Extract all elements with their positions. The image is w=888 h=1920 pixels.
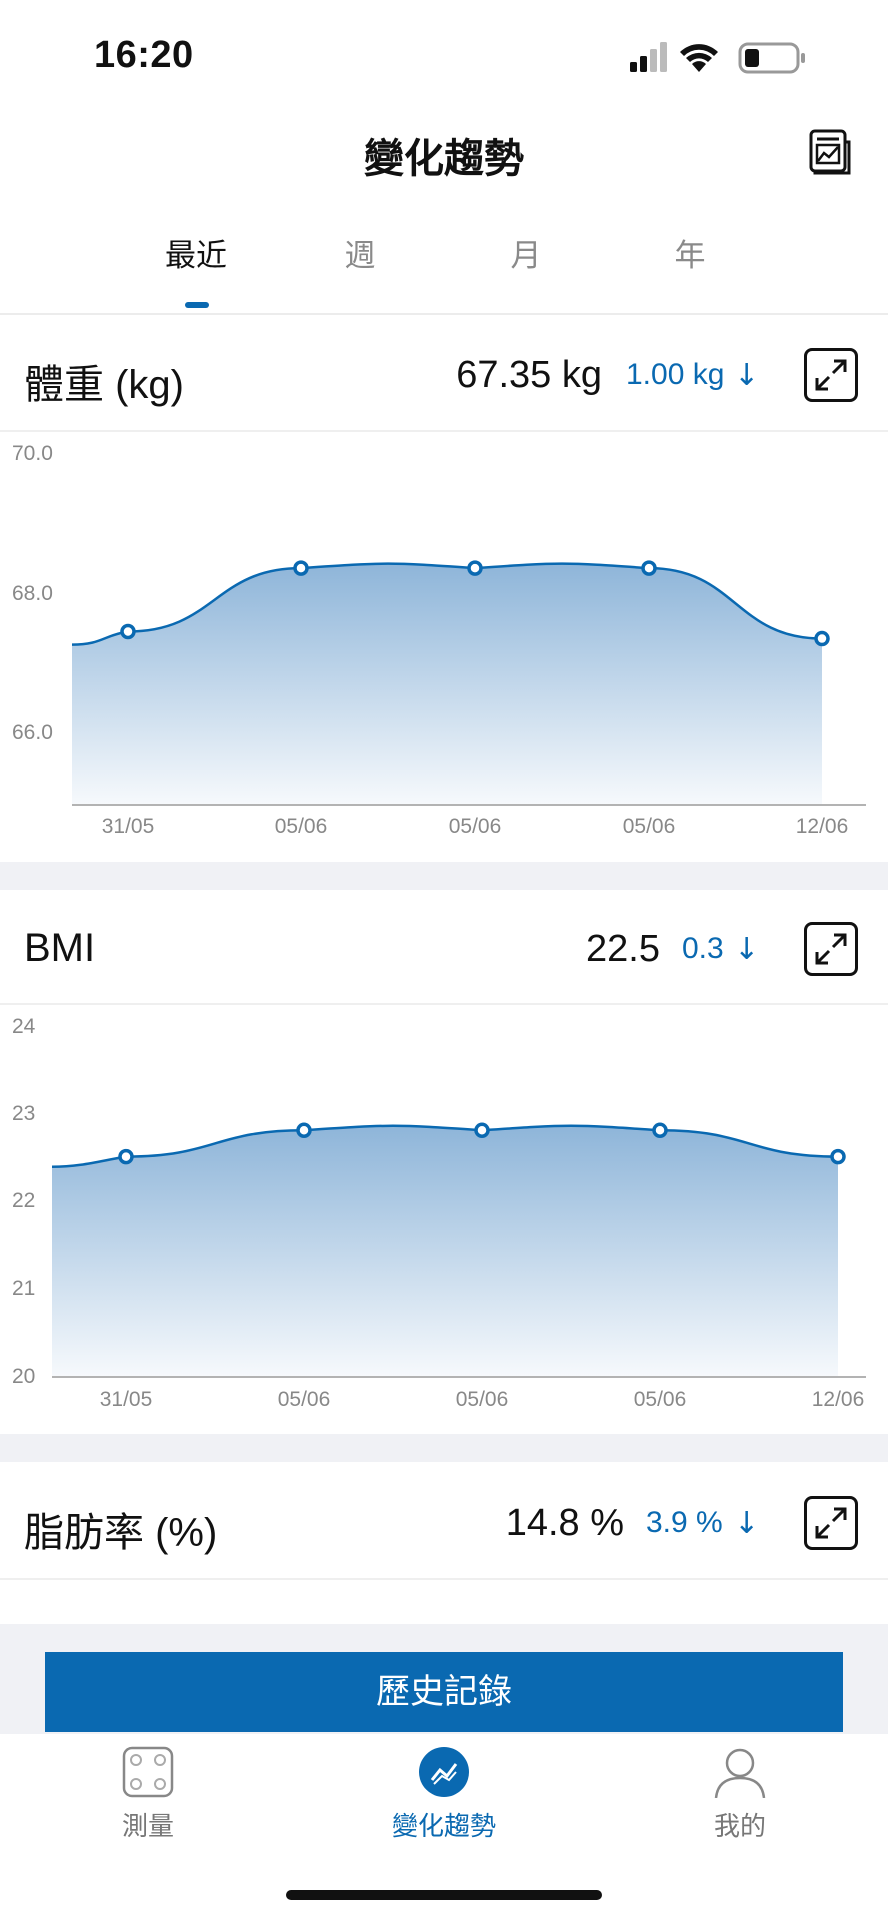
bottom-tab-bar: 測量 變化趨勢 我的	[0, 1734, 888, 1920]
data-point	[830, 1148, 846, 1165]
y-tick-label: 23	[12, 1102, 35, 1125]
page-title: 變化趨勢	[364, 136, 524, 182]
weight-chart: 70.0 68.0 66.0 31/05 05/06 05/06 05/06 12/06	[12, 442, 866, 838]
x-tick-label: 12/06	[796, 815, 849, 838]
x-tick-label: 05/06	[456, 1388, 509, 1411]
bmi-expand-button[interactable]	[804, 922, 858, 976]
chart-area	[72, 563, 822, 804]
tabbar-label: 變化趨勢	[391, 1812, 496, 1842]
wifi-icon	[680, 44, 718, 72]
chart-line	[51, 1124, 839, 1168]
x-tick-label: 12/06	[812, 1388, 865, 1411]
y-tick-label: 21	[12, 1277, 35, 1300]
person-icon	[714, 1748, 766, 1798]
data-point	[293, 560, 309, 576]
down-arrow-icon: ↓	[734, 358, 760, 393]
tabbar-item-measure[interactable]: 測量	[48, 1734, 248, 1844]
report-chart-icon	[809, 129, 851, 175]
y-tick-label: 70.0	[12, 442, 53, 465]
section-gap	[0, 862, 888, 890]
expand-icon	[815, 359, 847, 391]
x-tick-label: 05/06	[278, 1388, 331, 1411]
divider	[0, 313, 888, 315]
x-tick-label: 05/06	[634, 1388, 687, 1411]
weight-expand-button[interactable]	[804, 348, 858, 402]
data-point	[296, 1122, 312, 1139]
tab-year[interactable]: 年	[674, 238, 706, 274]
data-point	[467, 560, 483, 576]
weight-card-header: 體重 (kg) 67.35 kg 1.00 kg ↓	[0, 316, 888, 432]
x-tick-label: 05/06	[623, 815, 676, 838]
x-tick-label: 05/06	[449, 815, 502, 838]
x-tick-label: 31/05	[100, 1388, 153, 1411]
home-indicator	[286, 1890, 602, 1900]
cellular-signal-icon	[630, 42, 667, 72]
data-point	[641, 560, 657, 576]
status-time: 16:20	[94, 34, 194, 76]
fat-card-header: 脂肪率 (%) 14.8 % 3.9 % ↓	[0, 1464, 888, 1580]
status-bar: 16:20	[0, 0, 888, 110]
tabbar-label: 我的	[713, 1812, 766, 1842]
fat-expand-button[interactable]	[804, 1496, 858, 1550]
bmi-card-header: BMI 22.5 0.3 ↓	[0, 890, 888, 1006]
tab-recent[interactable]: 最近	[165, 238, 227, 274]
bmi-value: 22.5	[586, 928, 660, 970]
x-tick-label: 31/05	[102, 815, 155, 838]
bmi-change: 0.3	[682, 932, 724, 965]
x-tick-label: 05/06	[275, 815, 328, 838]
battery-icon	[738, 42, 805, 74]
tabbar-item-profile[interactable]: 我的	[640, 1734, 840, 1844]
divider	[0, 1003, 888, 1005]
tab-week[interactable]: 週	[344, 238, 376, 274]
weight-title: 體重 (kg)	[24, 363, 184, 407]
data-point	[120, 623, 136, 640]
fat-change: 3.9 %	[646, 1506, 723, 1539]
tab-month[interactable]: 月	[510, 238, 542, 274]
expand-icon	[815, 1507, 847, 1539]
section-gap	[0, 1434, 888, 1462]
y-tick-label: 22	[12, 1189, 35, 1212]
scale-icon	[122, 1746, 174, 1798]
history-button[interactable]: 歷史記錄	[45, 1652, 843, 1732]
weight-change: 1.00 kg	[626, 358, 725, 391]
data-point	[474, 1122, 490, 1139]
data-point	[652, 1122, 668, 1139]
fat-value: 14.8 %	[505, 1502, 624, 1544]
chart-area	[52, 1125, 838, 1376]
trend-icon	[419, 1747, 469, 1797]
status-icons	[630, 42, 805, 74]
weight-value: 67.35 kg	[456, 354, 602, 396]
y-tick-label: 66.0	[12, 721, 53, 744]
fat-title: 脂肪率 (%)	[24, 1511, 218, 1555]
chart-line	[71, 562, 823, 646]
tabbar-item-trend[interactable]: 變化趨勢	[344, 1734, 544, 1844]
tabbar-label: 測量	[121, 1812, 174, 1842]
divider	[0, 1578, 888, 1580]
bmi-title: BMI	[24, 926, 96, 970]
y-tick-label: 24	[12, 1015, 36, 1038]
expand-icon	[815, 933, 847, 965]
tab-indicator	[185, 302, 209, 308]
bmi-chart: 24 23 22 21 20 31/05 05/06 05/06 05/06 12/06	[12, 1015, 866, 1411]
down-arrow-icon: ↓	[734, 932, 760, 967]
y-tick-label: 20	[12, 1365, 35, 1388]
y-tick-label: 68.0	[12, 582, 53, 605]
divider	[0, 430, 888, 432]
down-arrow-icon: ↓	[734, 1506, 760, 1541]
data-point	[118, 1148, 134, 1165]
data-point	[814, 630, 830, 647]
report-button[interactable]	[806, 128, 852, 176]
period-tabs: 最近 週 月 年	[0, 230, 888, 314]
